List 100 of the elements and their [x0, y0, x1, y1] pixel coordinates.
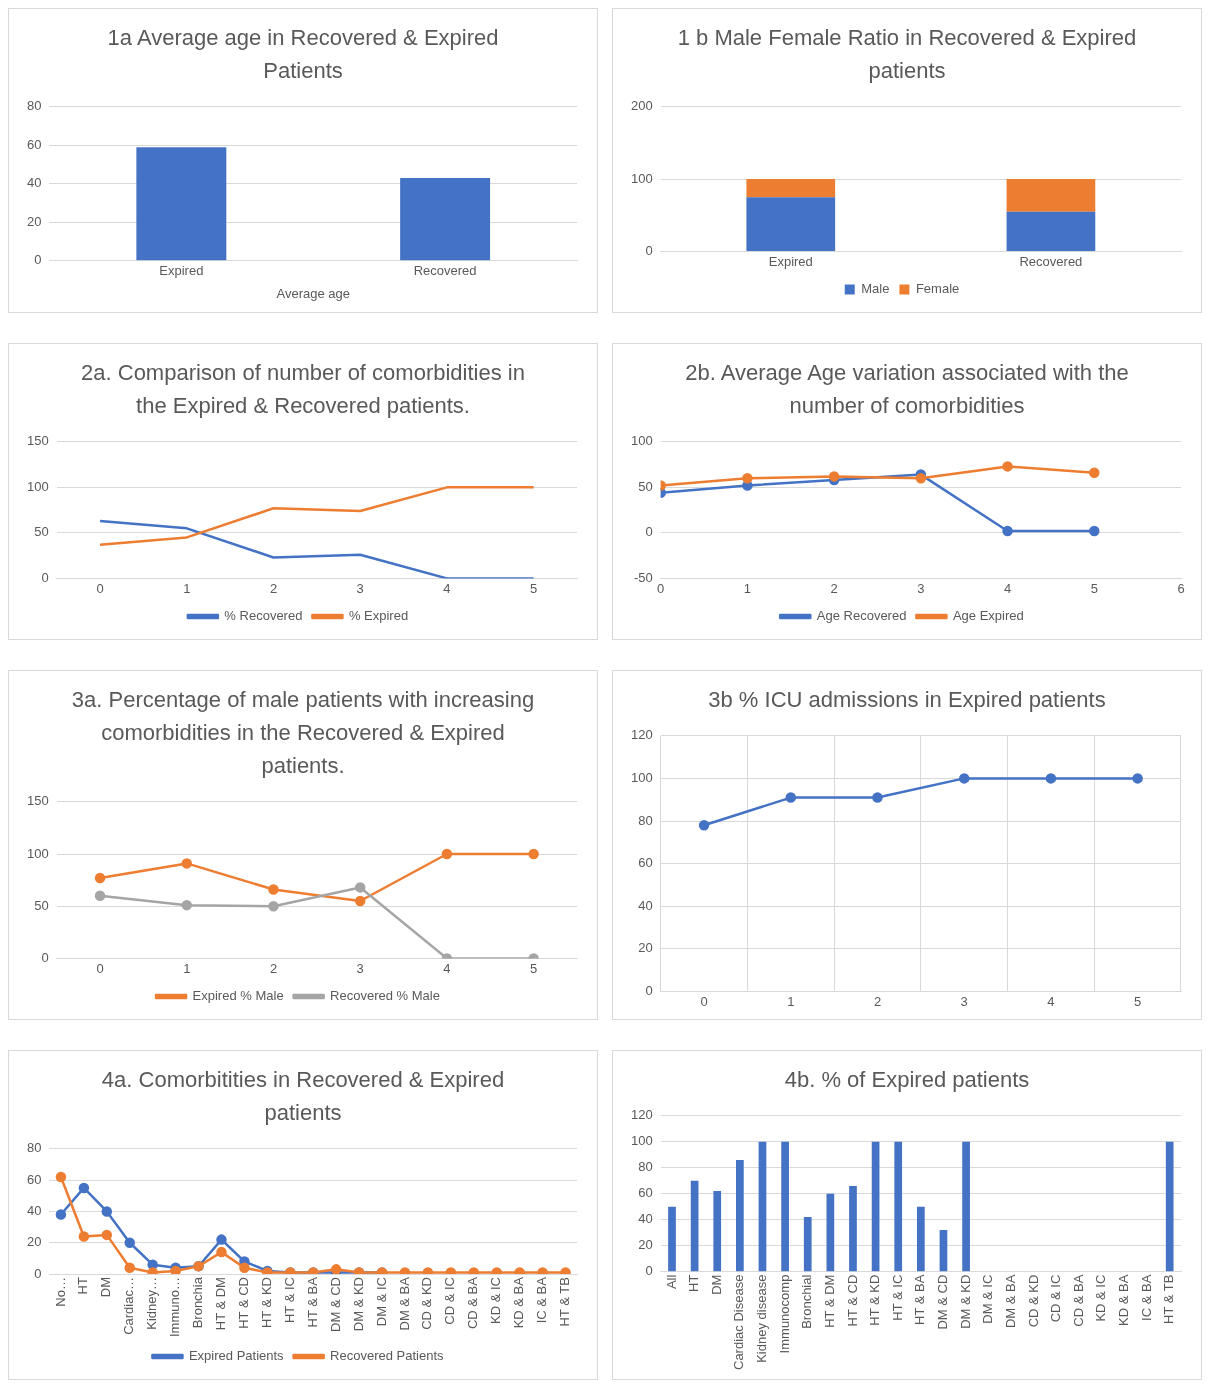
- legend-label: % Expired: [348, 608, 409, 624]
- y-tick-label: 80: [638, 1159, 653, 1175]
- x-tick-label: 1: [183, 580, 191, 596]
- y-tick-label: 80: [26, 98, 42, 114]
- chart-title: 1 b Male Female Ratio in Recovered & Expired patients: [676, 24, 1138, 85]
- y-tick-label: 150: [26, 433, 49, 449]
- x-tick-label: Kidney disease: [754, 1274, 770, 1363]
- x-tick-label: CD & IC: [442, 1277, 458, 1325]
- y-tick-label: 20: [26, 213, 42, 229]
- chart-title: 3a. Percentage of male patients with increasing comorbidities in the Recovered & Expired patients.: [70, 686, 536, 780]
- x-tick-label: HT & DM: [213, 1277, 229, 1331]
- legend-label: Recovered Patients: [330, 1348, 445, 1364]
- x-tick-label: 4: [443, 960, 451, 976]
- x-tick-label: 1: [183, 960, 191, 976]
- x-tick-label: DM & KD: [957, 1274, 973, 1329]
- x-tick-label: 2: [269, 960, 278, 976]
- x-tick-label: HT: [686, 1274, 702, 1292]
- legend-label: Expired % Male: [192, 988, 284, 1004]
- x-tick-label: Immuno…: [167, 1277, 183, 1338]
- y-tick-label: 40: [638, 1211, 653, 1227]
- y-tick-label: 60: [638, 1185, 653, 1201]
- y-tick-label: 0: [645, 242, 653, 258]
- x-tick-label: KD & BA: [511, 1276, 527, 1329]
- y-tick-label: 200: [630, 98, 653, 114]
- x-tick-label: HT & IC: [889, 1274, 905, 1321]
- y-tick-label: 20: [638, 1237, 653, 1253]
- y-tick-label: 0: [41, 949, 49, 965]
- x-tick-label: 4: [443, 580, 451, 596]
- y-tick-label: 120: [630, 1107, 653, 1123]
- chart-title: 2b. Average Age variation associated with the number of comorbidities: [684, 359, 1130, 420]
- y-tick-label: 0: [645, 982, 653, 998]
- x-tick-label: HT & CD: [844, 1274, 860, 1327]
- x-tick-label: HT & IC: [281, 1277, 297, 1324]
- y-tick-label: 100: [630, 1133, 653, 1149]
- x-tick-label: Kidney…: [144, 1277, 160, 1330]
- x-tick-label: DM: [708, 1274, 724, 1295]
- y-tick-label: 100: [630, 170, 653, 186]
- y-tick-label: 20: [26, 1234, 42, 1250]
- y-tick-label: 40: [26, 175, 42, 191]
- x-tick-label: DM & CD: [935, 1274, 951, 1330]
- x-tick-label: Expired: [159, 263, 204, 279]
- chart-title: 4a. Comorbitities in Recovered & Expired patients: [100, 1066, 506, 1127]
- x-tick-label: 3: [917, 580, 925, 596]
- x-tick-label: HT & BA: [912, 1274, 928, 1325]
- x-tick-label: KD & BA: [1116, 1274, 1132, 1326]
- x-tick-label: 6: [1177, 580, 1185, 596]
- chart-title: 1a Average age in Recovered & Expired Patients: [106, 24, 500, 85]
- chart-title: 3b % ICU admissions in Expired patients: [708, 686, 1106, 714]
- x-tick-label: DM & IC: [373, 1277, 389, 1327]
- x-tick-label: Cardiac…: [121, 1277, 137, 1335]
- x-tick-label: 5: [1134, 993, 1142, 1009]
- x-tick-label: CD & BA: [465, 1276, 481, 1330]
- x-tick-label: DM & CD: [327, 1277, 343, 1332]
- x-tick-label: All: [663, 1274, 679, 1290]
- x-tick-label: 0: [96, 580, 104, 596]
- x-tick-label: 3: [356, 580, 364, 596]
- chart-title: 4b. % of Expired patients: [784, 1066, 1030, 1094]
- x-tick-label: 1: [743, 580, 752, 596]
- x-tick-label: HT & DM: [821, 1274, 837, 1328]
- x-tick-label: Bronchial: [799, 1274, 815, 1329]
- x-tick-label: CD & KD: [1025, 1274, 1041, 1328]
- x-tick-label: KD & IC: [1093, 1274, 1109, 1322]
- y-tick-label: 80: [638, 812, 653, 828]
- y-tick-label: 100: [630, 769, 653, 785]
- x-tick-label: IC & BA: [1138, 1274, 1154, 1321]
- legend-label: Male: [861, 281, 890, 297]
- x-tick-label: IC & BA: [534, 1276, 550, 1324]
- x-tick-label: Recovered: [413, 263, 477, 279]
- y-tick-label: -50: [633, 569, 653, 585]
- x-tick-label: KD & IC: [488, 1277, 504, 1325]
- y-tick-label: 60: [26, 1171, 42, 1187]
- legend-label: Age Recovered: [816, 608, 907, 624]
- y-tick-label: 60: [26, 136, 42, 152]
- x-tick-label: CD & IC: [1048, 1274, 1064, 1323]
- x-tick-label: Recovered: [1019, 253, 1083, 269]
- x-tick-label: HT: [75, 1277, 91, 1295]
- x-tick-label: 3: [356, 960, 364, 976]
- y-tick-label: 0: [645, 524, 653, 540]
- x-tick-label: Bronchia: [190, 1276, 206, 1329]
- legend-label: Age Expired: [952, 608, 1024, 624]
- x-tick-label: 5: [530, 960, 538, 976]
- legend-label: Female: [915, 281, 960, 297]
- x-tick-label: 5: [530, 580, 538, 596]
- x-tick-label: Immunocomp: [776, 1274, 792, 1354]
- y-tick-label: 0: [645, 1263, 653, 1279]
- x-tick-label: Expired: [768, 253, 813, 269]
- x-tick-label: No…: [52, 1277, 68, 1307]
- y-tick-label: 60: [638, 855, 653, 871]
- legend-label: Expired Patients: [188, 1348, 285, 1364]
- x-tick-label: 5: [1090, 580, 1098, 596]
- x-tick-label: HT & TB: [557, 1277, 573, 1327]
- x-tick-label: 2: [830, 580, 838, 596]
- chart-title: 2a. Comparison of number of comorbidities in the Expired & Recovered patients.: [80, 359, 526, 420]
- x-tick-label: HT & KD: [258, 1277, 274, 1329]
- x-tick-label: 1: [787, 993, 795, 1009]
- y-tick-label: 50: [638, 478, 653, 494]
- x-tick-label: DM & KD: [350, 1277, 366, 1332]
- x-tick-label: Cardiac Disease: [731, 1274, 747, 1370]
- x-tick-label: 3: [960, 993, 968, 1009]
- x-tick-label: DM & IC: [980, 1274, 996, 1324]
